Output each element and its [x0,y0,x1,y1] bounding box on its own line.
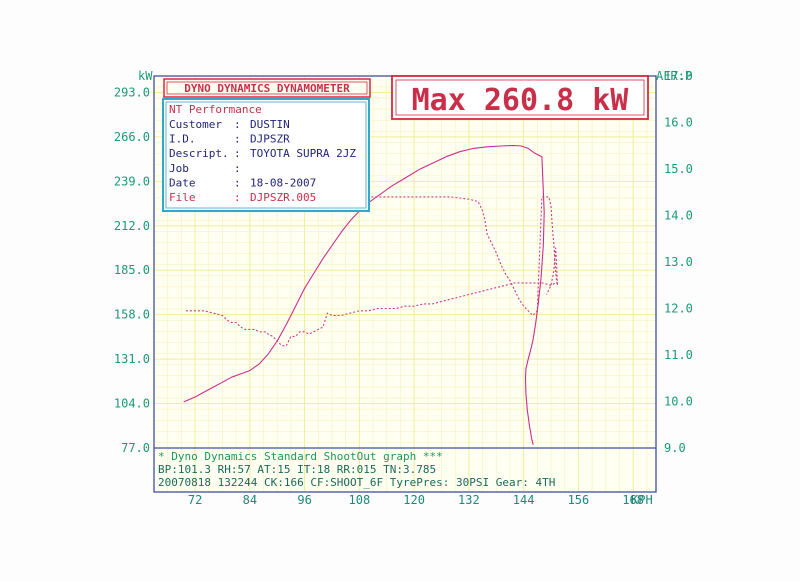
right-axis-unit: AFR:P [656,69,692,83]
left-tick-label: 293.0 [114,85,150,99]
right-tick-label: 10.0 [664,395,693,409]
info-box: NT Performance Customer: DUSTIN I.D.: DJPSZ… [162,98,370,212]
x-tick-label: 120 [403,493,425,507]
info-value: TOYOTA SUPRA 2JZ [250,147,356,160]
info-value: DUSTIN [250,118,290,131]
right-tick-label: 13.0 [664,255,693,269]
left-tick-label: 131.0 [114,352,150,366]
info-separator: : [234,191,241,204]
info-label: I.D. [169,133,196,146]
left-tick-label: 158.0 [114,308,150,322]
info-value: 18-08-2007 [250,176,316,189]
footer: * Dyno Dynamics Standard ShootOut graph … [158,450,555,489]
right-tick-label: 9.0 [664,441,686,455]
right-tick-label: 12.0 [664,302,693,316]
chart-title: DYNO DYNAMICS DYNAMOMETER [184,82,350,95]
left-tick-label: 104.0 [114,397,150,411]
info-label: File [169,191,196,204]
info-label: Date [169,176,196,189]
x-tick-label: 84 [243,493,257,507]
info-separator: : [234,133,241,146]
afr-curve-1 [185,282,558,347]
left-tick-label: 266.0 [114,130,150,144]
right-tick-label: 17.0 [664,69,693,83]
info-rows: Customer: DUSTIN I.D.: DJPSZR Descript.: TOYO… [169,118,356,204]
info-frame [162,98,370,212]
x-tick-label: 132 [458,493,480,507]
left-tick-label: 185.0 [114,263,150,277]
x-axis-ticks: 72 84 96 108 120 132 144 156 168 [188,493,644,507]
right-tick-label: 15.0 [664,162,693,176]
info-separator: : [234,176,241,189]
right-tick-label: 16.0 [664,116,693,130]
right-axis-ticks: 17.0 16.0 15.0 14.0 13.0 12.0 11.0 10.0 9.0 [664,69,693,455]
title-box: DYNO DYNAMICS DYNAMOMETER [163,78,371,98]
right-tick-label: 14.0 [664,209,693,223]
info-separator: : [234,147,241,160]
info-separator: : [234,162,241,175]
info-company: NT Performance [169,103,262,116]
footer-line-2: BP:101.3 RH:57 AT:15 IT:18 RR:015 TN:3.7… [158,463,436,476]
series-layer [183,144,558,445]
power-curve [183,144,545,445]
info-label: Job [169,162,189,175]
left-axis-unit: kW [138,69,153,83]
x-tick-label: 72 [188,493,202,507]
title-frame [163,78,371,98]
left-axis-ticks: 293.0 266.0 239.0 212.0 185.0 158.0 131.0 104.0… [114,85,150,455]
x-tick-label: 96 [297,493,311,507]
right-tick-label: 11.0 [664,348,693,362]
left-tick-label: 77.0 [121,441,150,455]
footer-line-1: * Dyno Dynamics Standard ShootOut graph … [158,450,443,463]
x-tick-label: 108 [349,493,371,507]
x-axis-unit: KPH [631,493,653,507]
afr-curve-2 [359,196,558,317]
x-tick-label: 144 [513,493,535,507]
footer-line-3: 20070818 132244 CK:166 CF:SHOOT_6F TyreP… [158,476,555,489]
x-tick-label: 156 [568,493,590,507]
info-label: Descript. [169,147,229,160]
info-separator: : [234,118,241,131]
x-tick-label: 168 [622,493,644,507]
left-tick-label: 239.0 [114,174,150,188]
major-grid [154,76,656,492]
headline-frame [391,75,649,120]
info-value: DJPSZR [250,133,290,146]
info-label: Customer [169,118,222,131]
left-tick-label: 212.0 [114,219,150,233]
headline-box: Max 260.8 kW [391,75,649,120]
max-power-headline: Max 260.8 kW [412,83,630,118]
info-value: DJPSZR.005 [250,191,316,204]
